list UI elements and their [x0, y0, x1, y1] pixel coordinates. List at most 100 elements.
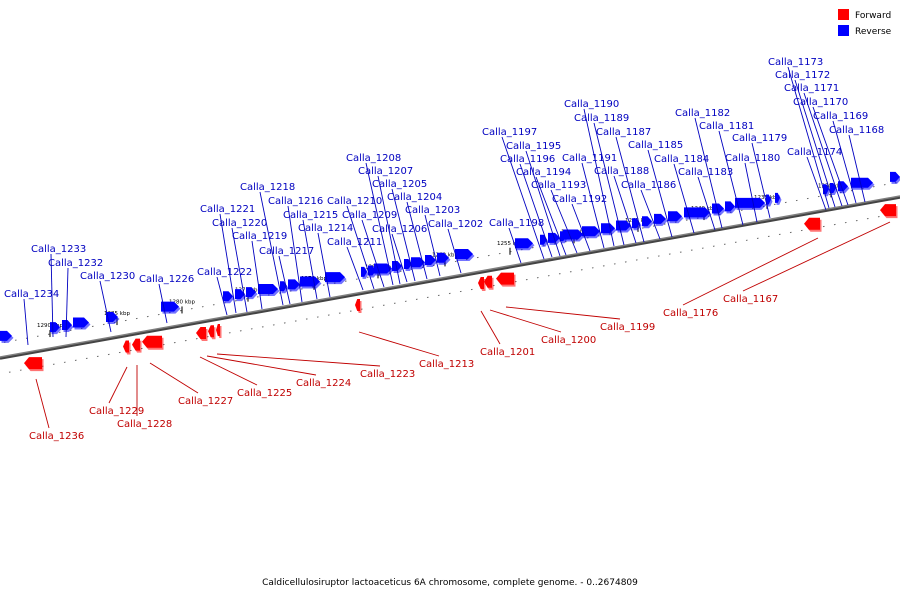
gene-label-connector — [361, 219, 385, 288]
reverse-gene-arrow — [684, 207, 712, 220]
gene-label-calla-1170: Calla_1170 — [793, 97, 848, 108]
gene-arrow-body — [62, 320, 72, 331]
gene-label-calla-1171: Calla_1171 — [784, 83, 839, 94]
features-layer — [0, 171, 900, 372]
gene-arrow-body — [735, 197, 765, 208]
gene-label-connector — [158, 283, 168, 324]
gene-label-calla-1189: Calla_1189 — [574, 113, 629, 124]
forward-gene-arrow — [880, 204, 898, 219]
gene-label-calla-1227: Calla_1227 — [178, 396, 233, 407]
gene-label-calla-1176: Calla_1176 — [663, 308, 718, 319]
gene-label-connector — [806, 156, 827, 211]
gene-label-connector — [23, 298, 29, 346]
gene-label-calla-1206: Calla_1206 — [372, 224, 427, 235]
gene-label-calla-1179: Calla_1179 — [732, 133, 787, 144]
reverse-gene-arrow — [582, 226, 602, 239]
reverse-gene-arrow — [890, 171, 900, 184]
gene-label-connector — [505, 306, 621, 320]
gene-label-connector — [278, 255, 291, 305]
gene-label-connector — [231, 227, 248, 313]
gene-label-connector — [525, 150, 561, 257]
gene-label-connector — [259, 191, 284, 306]
reverse-gene-arrow — [601, 223, 617, 236]
gene-arrow-body — [355, 299, 360, 312]
gene-label-connector — [480, 310, 501, 345]
gene-arrow-body — [73, 317, 89, 328]
gene-label-calla-1220: Calla_1220 — [212, 218, 267, 229]
gene-label-calla-1202: Calla_1202 — [428, 219, 483, 230]
gene-label-connector — [35, 378, 50, 429]
gene-arrow-body — [325, 272, 345, 283]
gene-label-connector — [581, 162, 605, 249]
gene-label-calla-1186: Calla_1186 — [621, 180, 676, 191]
forward-gene-arrow — [123, 340, 131, 355]
gene-label-calla-1200: Calla_1200 — [541, 335, 596, 346]
gene-label-connector — [219, 213, 237, 314]
gene-label-connector — [424, 214, 441, 277]
gene-label-connector — [346, 246, 364, 291]
forward-gene-arrow — [804, 217, 822, 232]
gene-label-calla-1203: Calla_1203 — [405, 205, 460, 216]
reverse-gene-arrow — [668, 211, 684, 224]
gene-label-connector — [673, 163, 695, 234]
forward-gene-arrow — [142, 335, 164, 350]
gene-label-connector — [694, 117, 723, 229]
gene-label-calla-1230: Calla_1230 — [80, 271, 135, 282]
gene-label-calla-1180: Calla_1180 — [725, 153, 780, 164]
legend-swatch-forward — [838, 9, 849, 20]
gene-label-connector — [108, 366, 128, 404]
gene-arrow-body — [106, 311, 118, 322]
gene-label-connector — [744, 162, 758, 223]
reverse-gene-arrow — [325, 272, 347, 285]
gene-label-connector — [149, 362, 199, 394]
gene-label-connector — [206, 355, 317, 376]
gene-label-calla-1224: Calla_1224 — [296, 378, 351, 389]
gene-label-calla-1182: Calla_1182 — [675, 108, 730, 119]
reverse-gene-arrow — [775, 192, 782, 205]
forward-gene-arrow — [24, 357, 44, 372]
gene-label-calla-1205: Calla_1205 — [372, 179, 427, 190]
gene-label-connector — [718, 130, 744, 226]
gene-label-connector — [787, 66, 830, 209]
gene-arrow-body — [132, 338, 140, 351]
gene-label-calla-1167: Calla_1167 — [723, 294, 778, 305]
reverse-gene-arrow — [725, 201, 737, 214]
scale-tick-label: 1285 kbp — [104, 311, 130, 317]
gene-arrow-body — [437, 252, 449, 263]
gene-label-connector — [489, 309, 562, 333]
gene-label-calla-1221: Calla_1221 — [200, 204, 255, 215]
forward-gene-arrow — [132, 338, 142, 353]
gene-label-calla-1173: Calla_1173 — [768, 57, 823, 68]
gene-arrow-body — [484, 275, 492, 288]
gene-label-connector — [346, 205, 375, 290]
gene-label-connector — [287, 205, 303, 303]
gene-arrow-body — [411, 257, 425, 268]
gene-label-connector — [640, 189, 661, 240]
gene-label-calla-1195: Calla_1195 — [506, 141, 561, 152]
forward-gene-arrow — [216, 324, 222, 339]
gene-label-calla-1216: Calla_1216 — [268, 196, 323, 207]
reverse-gene-arrow — [642, 216, 654, 229]
gene-label-calla-1185: Calla_1185 — [628, 140, 683, 151]
gene-arrow-body — [0, 330, 12, 341]
legend-label-forward: Forward — [855, 11, 891, 21]
gene-label-calla-1187: Calla_1187 — [596, 127, 651, 138]
reverse-gene-arrow — [851, 177, 875, 190]
gene-arrow-body — [496, 272, 514, 285]
gene-arrow-body — [392, 260, 402, 271]
gene-label-calla-1213: Calla_1213 — [419, 359, 474, 370]
gene-label-connector — [251, 240, 263, 310]
gene-arrow-body — [766, 194, 771, 205]
scale-tick-label: 1255 kbp — [497, 241, 523, 247]
gene-label-calla-1236: Calla_1236 — [29, 431, 84, 442]
reverse-gene-arrow — [73, 317, 91, 330]
gene-label-calla-1183: Calla_1183 — [678, 167, 733, 178]
reverse-gene-arrow — [411, 257, 427, 270]
figure-caption: Caldicellulosiruptor lactoaceticus 6A ch… — [262, 578, 638, 588]
scale-tick-label: 1280 kbp — [169, 299, 195, 305]
gene-label-calla-1223: Calla_1223 — [360, 369, 415, 380]
gene-arrow-body — [142, 335, 162, 348]
gene-label-connector — [751, 142, 771, 219]
gene-arrow-body — [601, 223, 615, 234]
